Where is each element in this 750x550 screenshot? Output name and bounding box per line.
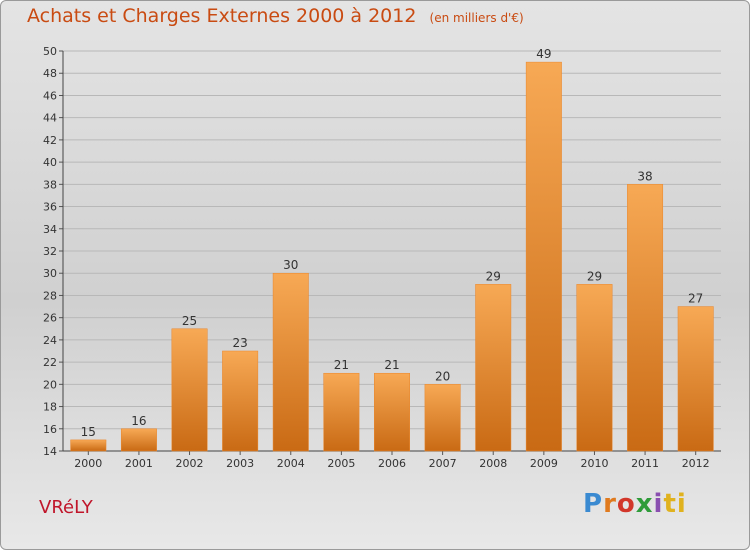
x-tick-label: 2006 [378,457,406,470]
data-label: 21 [384,358,399,372]
proxiti-logo: Proxiti [583,489,687,519]
y-tick-label: 40 [43,156,57,169]
y-tick-label: 26 [43,312,57,325]
bar [424,384,461,452]
chart-title-main: Achats et Charges Externes 2000 à 2012 [27,5,417,27]
data-label: 29 [587,269,602,283]
y-tick-label: 14 [43,445,57,458]
y-tick-label: 44 [43,112,57,125]
logo-letter: x [635,489,654,519]
logo-letter: r [603,489,617,519]
y-tick-label: 50 [43,45,57,58]
bar [677,306,714,452]
x-tick-label: 2005 [327,457,355,470]
data-label: 38 [637,169,652,183]
x-tick-label: 2011 [631,457,659,470]
y-tick-label: 34 [43,223,57,236]
x-tick-label: 2007 [429,457,457,470]
data-label: 20 [435,369,450,383]
x-tick-label: 2000 [74,457,102,470]
bar [70,439,107,452]
x-tick-label: 2012 [682,457,710,470]
logo-letter: o [616,489,636,519]
logo-letter: i [653,489,664,519]
y-tick-label: 36 [43,201,57,214]
bar [120,428,157,452]
data-label: 30 [283,258,298,272]
bar [475,284,512,452]
y-tick-label: 48 [43,67,57,80]
x-tick-label: 2003 [226,457,254,470]
bar [171,328,208,452]
bar [323,372,360,452]
x-tick-label: 2009 [530,457,558,470]
y-tick-label: 28 [43,289,57,302]
y-tick-label: 46 [43,89,57,102]
x-tick-label: 2010 [580,457,608,470]
y-tick-label: 38 [43,178,57,191]
commune-name: VRéLY [39,497,93,518]
y-tick-label: 42 [43,134,57,147]
data-label: 25 [182,314,197,328]
bars [70,61,714,452]
bar [627,184,664,452]
y-tick-label: 18 [43,401,57,414]
chart-title: Achats et Charges Externes 2000 à 2012 (… [27,5,524,27]
data-label: 15 [81,425,96,439]
labels: 14 16 18 20 22 24 26 28 30 32 34 36 38 40 42 44 46 48 50 15… [43,45,710,470]
y-tick-label: 24 [43,334,57,347]
x-tick-label: 2004 [277,457,305,470]
bar [576,284,613,452]
bar [374,372,410,452]
y-tick-label: 32 [43,245,57,258]
bar [272,272,309,452]
chart-title-unit: (en milliers d'€) [429,11,524,25]
data-label: 23 [233,336,248,350]
y-tick-label: 16 [43,423,57,436]
data-label: 21 [334,358,349,372]
x-tick-label: 2002 [176,457,204,470]
logo-letter: ti [663,489,687,519]
x-tick-label: 2008 [479,457,507,470]
x-tick-label: 2001 [125,457,153,470]
y-tick-label: 30 [43,267,57,280]
y-tick-label: 20 [43,378,57,391]
bar [222,350,259,452]
data-label: 49 [536,47,551,61]
data-label: 27 [688,292,703,306]
data-label: 16 [131,414,146,428]
data-label: 29 [486,269,501,283]
logo-letter: P [583,489,604,519]
y-tick-label: 22 [43,356,57,369]
bar [525,61,562,452]
